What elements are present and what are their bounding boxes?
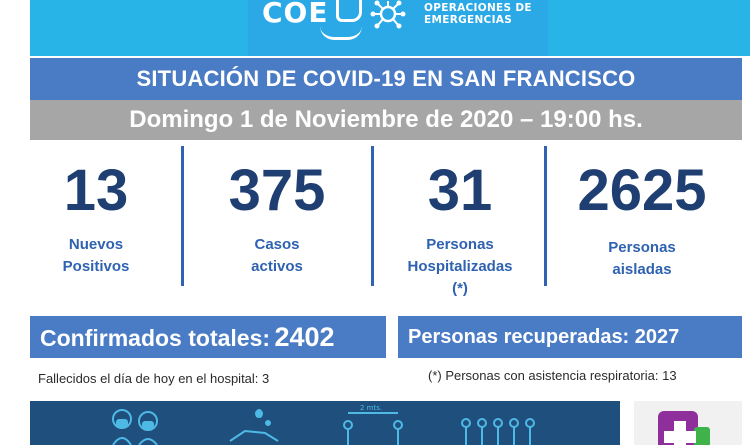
stat-isolated: 2625 Personas aisladas [552, 156, 732, 281]
report-date: Domingo 1 de Noviembre de 2020 – 19:00 h… [30, 100, 742, 140]
stat-new-positives: 13 Nuevos Positivos [34, 156, 158, 278]
stat-label: Personas aisladas [608, 239, 676, 278]
virus-icon [370, 0, 406, 29]
swoosh-icon [320, 26, 362, 40]
people-group-icon [461, 418, 535, 445]
handwashing-icon [229, 409, 279, 442]
health-cross-logo-icon [634, 401, 742, 445]
stat-label: Personas Hospitalizadas (*) [407, 236, 513, 297]
respiratory-note: (*) Personas con asistencia respiratoria… [428, 368, 677, 383]
cross-white-horizontal [664, 431, 696, 443]
masked-people-icon [112, 409, 158, 445]
stat-label: Casos activos [251, 236, 303, 275]
prevention-icons: 2 mts. [112, 404, 535, 445]
stat-value: 13 [63, 158, 129, 223]
logo-line-1: OPERACIONES DE [424, 2, 532, 14]
logo-line-2: EMERGENCIAS [424, 14, 513, 26]
coe-logo-text: COE [262, 0, 329, 29]
recovered-total-label: Personas recuperadas: [408, 326, 630, 348]
cross-green-shape [694, 427, 710, 445]
stat-active-cases: 375 Casos activos [190, 156, 364, 278]
stat-value: 31 [427, 158, 493, 223]
social-distance-icon: 2 mts. [343, 404, 403, 445]
confirmed-total-value: 2402 [274, 322, 335, 352]
deaths-note: Fallecidos el día de hoy en el hospital:… [38, 371, 270, 386]
recovered-total-value: 2027 [634, 326, 680, 348]
stat-value: 375 [228, 158, 326, 223]
page-title: SITUACIÓN DE COVID-19 EN SAN FRANCISCO [30, 58, 742, 100]
stat-value: 2625 [577, 158, 707, 223]
stat-divider [544, 146, 547, 286]
prevention-footer: 2 mts. [30, 401, 620, 445]
stat-divider [181, 146, 184, 286]
province-map-icon [336, 0, 362, 22]
stat-label: Nuevos Positivos [62, 236, 130, 275]
stat-divider [371, 146, 374, 286]
confirmed-total-label: Confirmados totales: [40, 325, 271, 351]
recovered-total-box: Personas recuperadas: 2027 [398, 316, 742, 358]
coe-logo-subtitle: OPERACIONES DE EMERGENCIAS [424, 2, 532, 26]
stat-hospitalized: 31 Personas Hospitalizadas (*) [380, 156, 540, 300]
confirmed-total-box: Confirmados totales: 2402 [30, 316, 386, 358]
svg-text:2 mts.: 2 mts. [360, 404, 382, 412]
